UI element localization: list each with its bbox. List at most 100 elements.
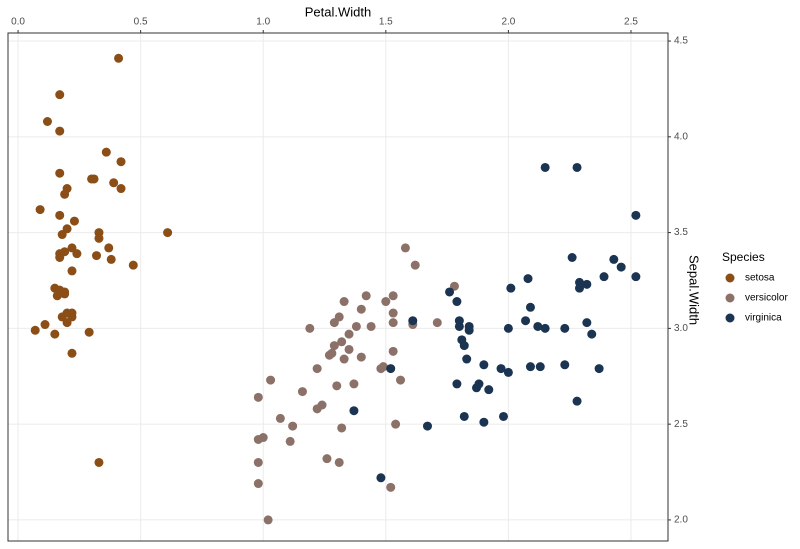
point — [479, 360, 489, 370]
point — [396, 375, 406, 385]
point — [410, 260, 420, 270]
point — [72, 249, 82, 259]
legend-label: setosa — [745, 273, 775, 284]
point — [388, 291, 398, 301]
y-tick-label: 4.5 — [674, 36, 688, 47]
point — [422, 421, 432, 431]
point — [582, 279, 592, 289]
point — [462, 354, 472, 364]
point — [55, 168, 65, 178]
legend-key — [725, 293, 735, 303]
point — [572, 162, 582, 172]
point — [253, 479, 263, 489]
point — [631, 210, 641, 220]
point — [253, 434, 263, 444]
point — [62, 318, 72, 328]
point — [376, 473, 386, 483]
legend-key — [725, 313, 735, 323]
point — [356, 304, 366, 314]
point — [560, 323, 570, 333]
point — [400, 243, 410, 253]
point — [459, 341, 469, 351]
point — [388, 346, 398, 356]
point — [567, 253, 577, 263]
point — [432, 318, 442, 328]
point — [349, 406, 359, 416]
y-tick-label: 4.0 — [674, 131, 688, 142]
point — [574, 283, 584, 293]
point — [474, 379, 484, 389]
point — [337, 423, 347, 433]
panel-border — [7, 32, 669, 542]
point — [324, 350, 334, 360]
point — [339, 297, 349, 307]
point — [521, 316, 531, 326]
point — [52, 291, 62, 301]
point — [388, 308, 398, 318]
point — [50, 329, 60, 339]
point — [288, 421, 298, 431]
point — [67, 266, 77, 276]
point — [391, 419, 401, 429]
point — [366, 321, 376, 331]
point — [60, 289, 70, 299]
point — [337, 337, 347, 347]
point — [533, 321, 543, 331]
point — [332, 381, 342, 391]
point — [57, 230, 67, 240]
legend-title: Species — [722, 250, 765, 264]
point — [285, 436, 295, 446]
point — [106, 254, 116, 264]
point — [599, 272, 609, 282]
point — [89, 174, 99, 184]
point — [452, 379, 462, 389]
point — [378, 362, 388, 372]
point — [496, 364, 506, 374]
point — [116, 157, 126, 167]
x-axis-title: Petal.Width — [305, 4, 371, 19]
point — [459, 411, 469, 421]
point — [523, 274, 533, 284]
point — [631, 272, 641, 282]
point — [616, 262, 626, 272]
point — [297, 387, 307, 397]
point — [42, 116, 52, 126]
point — [452, 297, 462, 307]
point — [587, 329, 597, 339]
point — [67, 348, 77, 358]
y-tick-label: 3.5 — [674, 227, 688, 238]
point — [525, 302, 535, 312]
point — [339, 354, 349, 364]
point — [594, 364, 604, 374]
point — [361, 291, 371, 301]
point — [55, 253, 65, 263]
point — [408, 316, 418, 326]
legend-label: virginica — [745, 313, 782, 324]
point — [116, 184, 126, 194]
point — [84, 327, 94, 337]
point — [351, 321, 361, 331]
point — [35, 205, 45, 215]
point — [305, 323, 315, 333]
y-tick-label: 2.0 — [674, 515, 688, 526]
x-tick-label: 0.0 — [11, 17, 25, 28]
point — [498, 411, 508, 421]
point — [386, 482, 396, 492]
point — [55, 126, 65, 136]
point — [560, 360, 570, 370]
y-tick-label: 2.5 — [674, 419, 688, 430]
point — [464, 325, 474, 335]
point — [275, 413, 285, 423]
point — [381, 297, 391, 307]
point — [479, 417, 489, 427]
point — [349, 379, 359, 389]
point — [503, 323, 513, 333]
point — [582, 318, 592, 328]
point — [94, 457, 104, 467]
point — [525, 362, 535, 372]
point — [312, 404, 322, 414]
y-tick-label: 3.0 — [674, 323, 688, 334]
point — [344, 344, 354, 354]
